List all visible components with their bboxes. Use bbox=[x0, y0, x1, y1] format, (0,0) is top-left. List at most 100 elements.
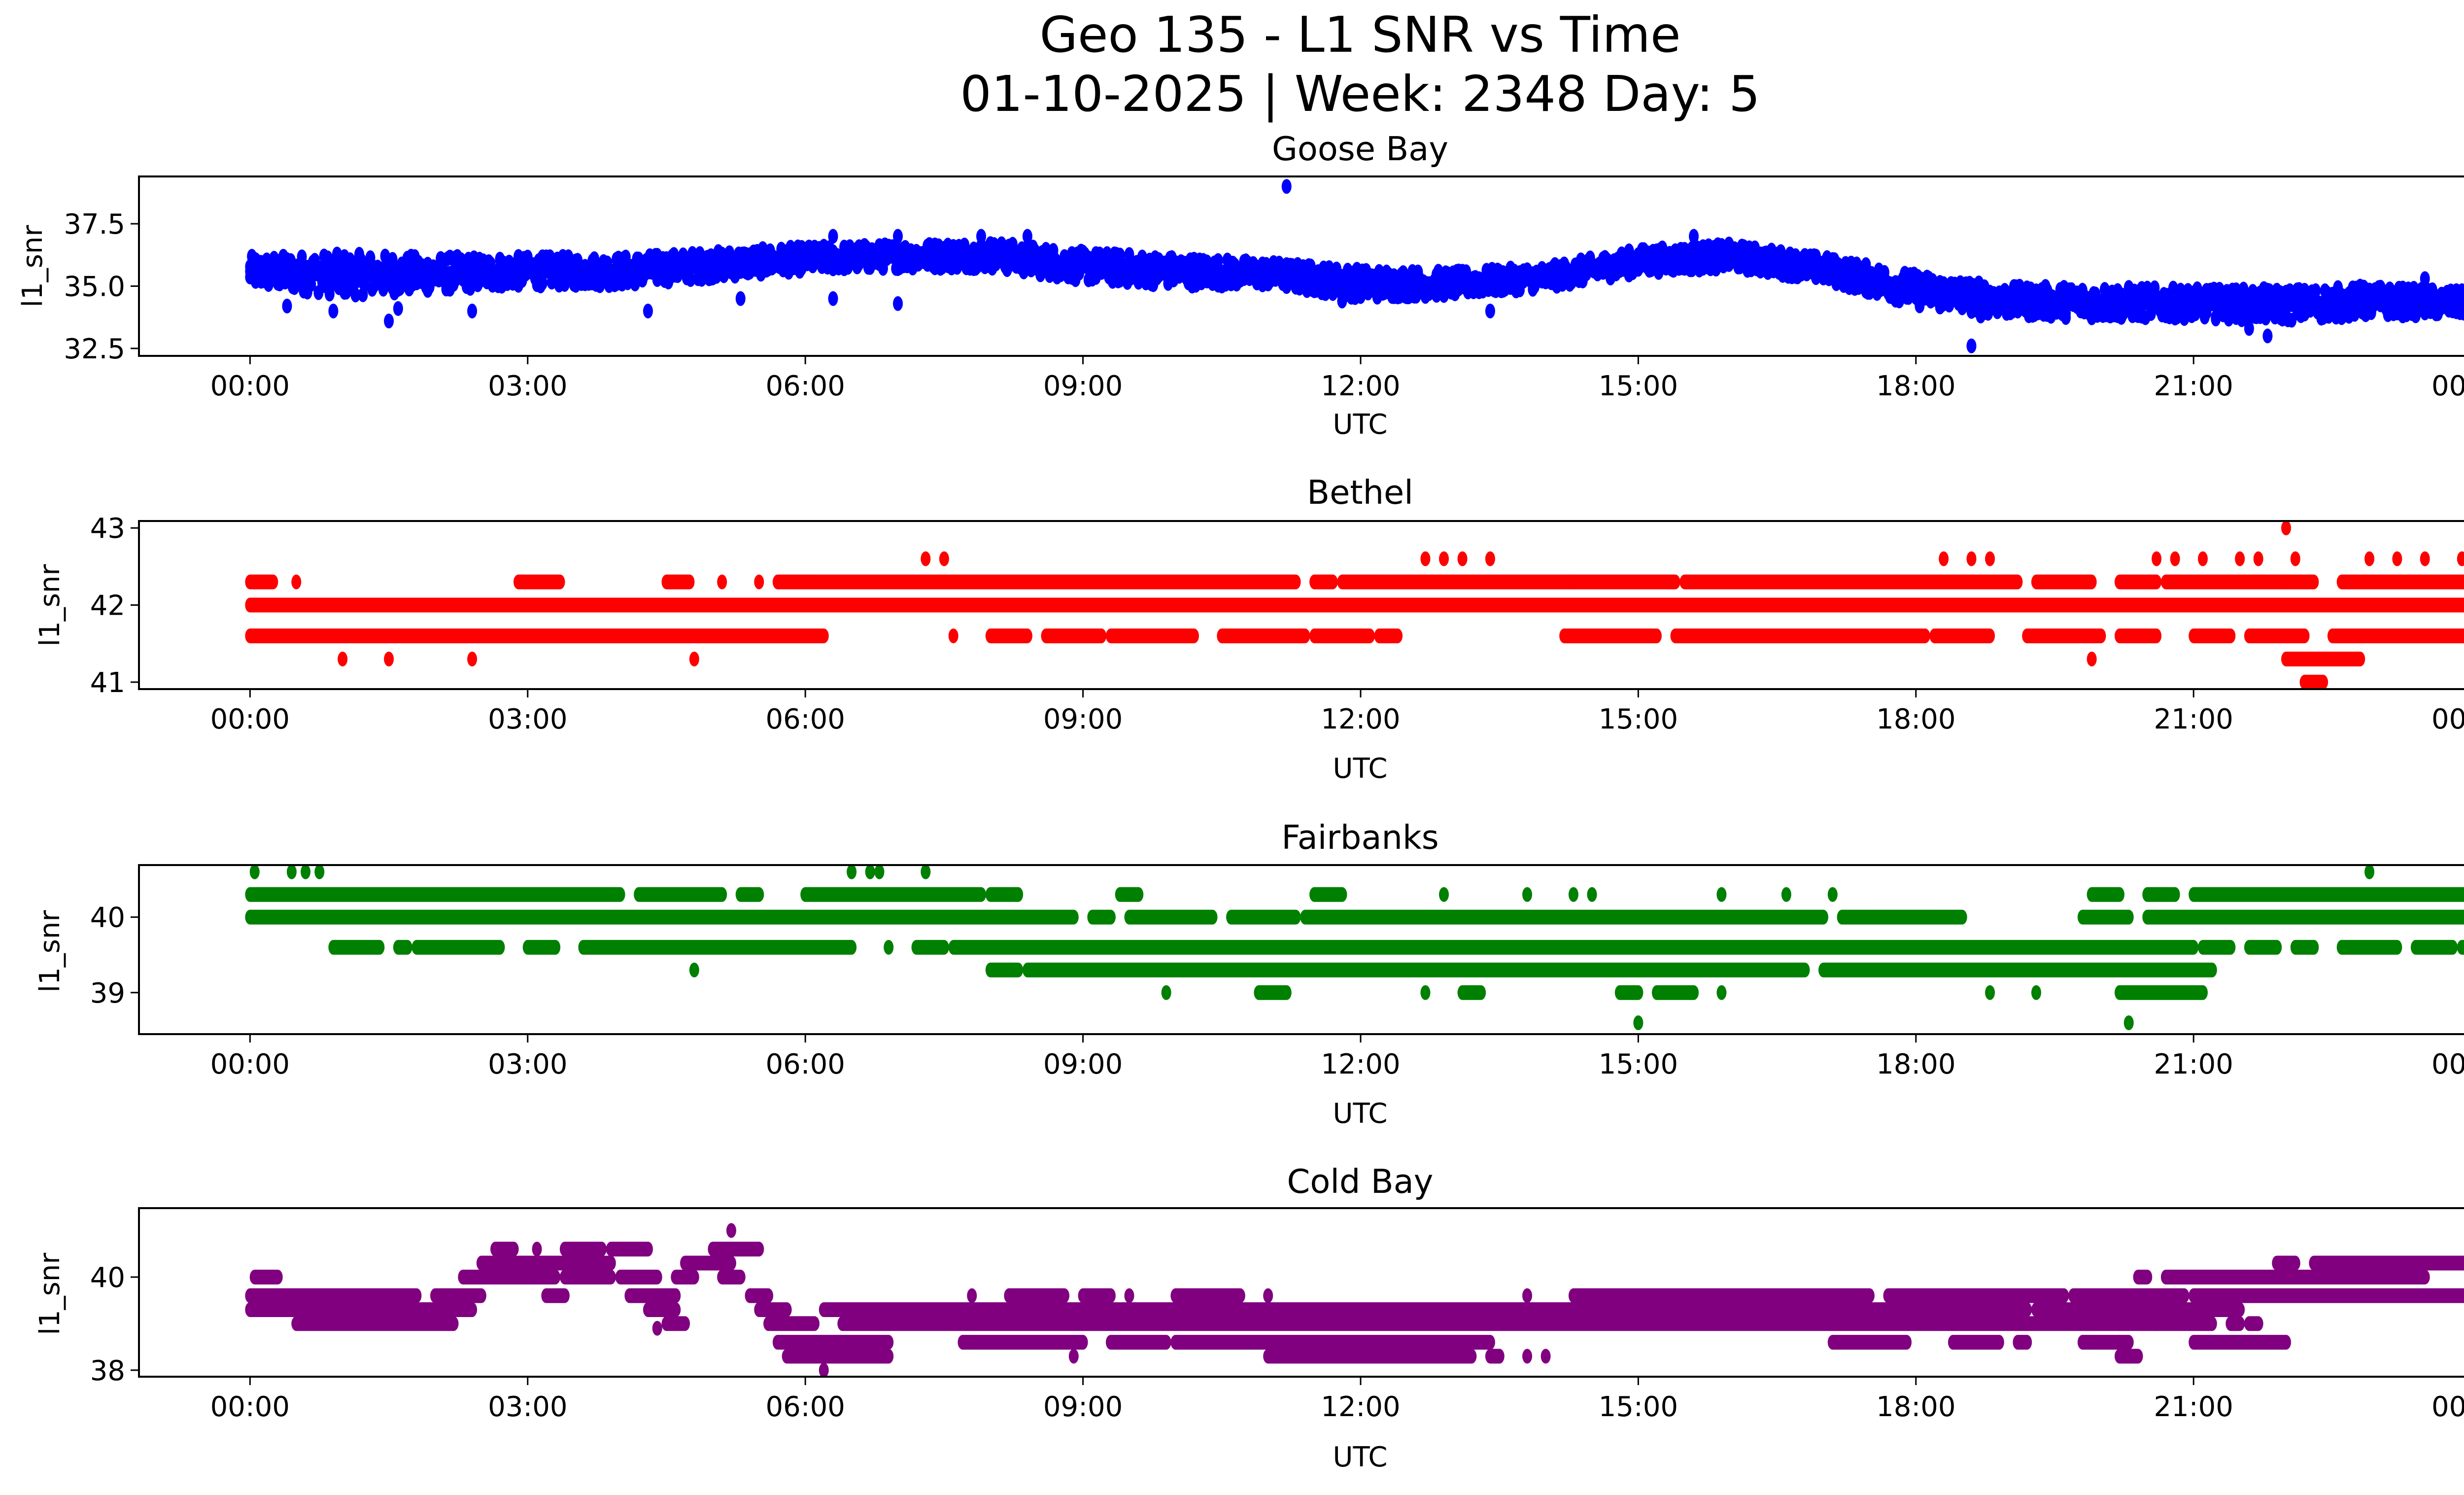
data-point bbox=[2420, 551, 2430, 566]
data-point bbox=[2152, 551, 2162, 566]
y-tick-label: 42 bbox=[90, 590, 125, 622]
data-point bbox=[384, 313, 394, 329]
data-point-run bbox=[615, 1269, 662, 1285]
data-point bbox=[393, 301, 403, 316]
data-point bbox=[865, 865, 875, 879]
data-point-run bbox=[245, 628, 829, 644]
x-tick-label: 12:00 bbox=[1321, 1048, 1400, 1080]
axes-frame bbox=[138, 864, 2464, 1035]
data-point-run bbox=[643, 1302, 681, 1317]
data-point-run bbox=[2410, 939, 2458, 955]
y-tick-label: 32.5 bbox=[64, 333, 125, 365]
data-point bbox=[1485, 304, 1495, 318]
data-point-run bbox=[1068, 1349, 1079, 1364]
data-point-run bbox=[559, 1269, 616, 1285]
data-point-run bbox=[1651, 985, 1699, 1000]
data-point-run bbox=[754, 574, 764, 590]
data-point-run bbox=[1115, 887, 1144, 902]
data-point bbox=[314, 865, 325, 879]
x-tick-label: 18:00 bbox=[1876, 703, 1955, 735]
subplot-title: Cold Bay bbox=[1287, 1162, 1434, 1201]
data-point-run bbox=[2022, 628, 2106, 644]
data-point-run bbox=[541, 1288, 570, 1303]
data-point-run bbox=[1614, 985, 1643, 1000]
data-point bbox=[2364, 551, 2375, 566]
data-point bbox=[1022, 229, 1032, 244]
data-point bbox=[2463, 309, 2464, 320]
data-point-run bbox=[967, 1288, 977, 1303]
data-point bbox=[2168, 280, 2178, 296]
data-point-run bbox=[458, 1269, 561, 1285]
data-point-run bbox=[800, 887, 987, 902]
data-point bbox=[1337, 293, 1347, 309]
data-point-run bbox=[2142, 887, 2180, 902]
data-point-run bbox=[1170, 1288, 1245, 1303]
data-point-run bbox=[2457, 939, 2464, 955]
data-point-run bbox=[819, 1362, 829, 1377]
data-point-run bbox=[634, 887, 727, 902]
data-point-run bbox=[2244, 1316, 2263, 1331]
data-point-run bbox=[1226, 909, 1301, 925]
x-tick-label: 18:00 bbox=[1876, 370, 1955, 402]
x-tick-label: 00:00 bbox=[2431, 1391, 2464, 1423]
x-tick-label: 03:00 bbox=[488, 703, 567, 735]
data-point bbox=[1522, 1288, 1533, 1303]
data-point bbox=[652, 1321, 662, 1336]
data-point bbox=[1522, 887, 1533, 902]
data-points bbox=[245, 521, 2464, 689]
data-point bbox=[1976, 309, 1986, 324]
data-point bbox=[1633, 1015, 1643, 1031]
data-point bbox=[976, 229, 987, 244]
data-point-run bbox=[578, 939, 857, 955]
subplot-title: Goose Bay bbox=[1272, 130, 1448, 168]
data-point bbox=[350, 287, 361, 303]
data-point-run bbox=[1679, 574, 2023, 590]
data-point-run bbox=[1837, 909, 1967, 925]
data-point bbox=[2364, 865, 2375, 879]
x-tick-label: 00:00 bbox=[2431, 370, 2464, 402]
data-point-run bbox=[245, 887, 625, 902]
data-point-run bbox=[2336, 574, 2464, 590]
data-point bbox=[1781, 887, 1791, 902]
data-point-run bbox=[884, 939, 894, 955]
data-point-run bbox=[2309, 1255, 2464, 1271]
x-axis-label: UTC bbox=[1333, 1098, 1387, 1130]
data-point bbox=[1281, 179, 1292, 194]
data-point bbox=[1411, 288, 1421, 304]
data-point-run bbox=[1929, 628, 1995, 644]
x-ticks: 00:00 03:00 06:00 09:00 12:00 15:00 18:00 21:00… bbox=[210, 689, 2464, 735]
data-point-run bbox=[772, 1335, 894, 1350]
data-point bbox=[249, 865, 260, 879]
data-point-run bbox=[2160, 574, 2292, 590]
x-ticks: 00:00 03:00 06:00 09:00 12:00 15:00 18:00 21:00… bbox=[210, 1034, 2464, 1080]
x-tick-label: 03:00 bbox=[488, 370, 567, 402]
data-point bbox=[2198, 551, 2208, 566]
data-point-run bbox=[819, 1302, 2032, 1317]
data-point-run bbox=[2114, 1349, 2143, 1364]
data-point bbox=[2290, 551, 2300, 566]
data-point bbox=[892, 296, 903, 311]
data-point-run bbox=[291, 574, 302, 590]
x-tick-label: 00:00 bbox=[210, 1048, 290, 1080]
data-point bbox=[685, 272, 696, 287]
data-point bbox=[1439, 887, 1449, 902]
data-point-run bbox=[754, 1302, 792, 1317]
data-point-run bbox=[1670, 628, 1930, 644]
data-point-run bbox=[2189, 887, 2464, 902]
data-point-run bbox=[1827, 1335, 1912, 1350]
data-point bbox=[1457, 551, 1468, 566]
x-tick-label: 12:00 bbox=[1321, 1391, 1400, 1423]
data-point-run bbox=[1217, 628, 1310, 644]
data-point-run bbox=[671, 1269, 699, 1285]
data-point-run bbox=[606, 1242, 653, 1257]
data-point bbox=[282, 298, 292, 313]
data-point bbox=[847, 865, 857, 879]
data-point bbox=[735, 291, 746, 306]
subplot-cold-bay: Cold Bay UTC l1_snr 00:00 03:00 06:00 09:00… bbox=[34, 1162, 2464, 1473]
data-point bbox=[1439, 288, 1449, 303]
data-point bbox=[1587, 887, 1597, 902]
data-point-run bbox=[1161, 985, 1171, 1000]
x-tick-label: 06:00 bbox=[765, 1391, 845, 1423]
data-point bbox=[328, 304, 339, 318]
data-point-run bbox=[2189, 628, 2236, 644]
